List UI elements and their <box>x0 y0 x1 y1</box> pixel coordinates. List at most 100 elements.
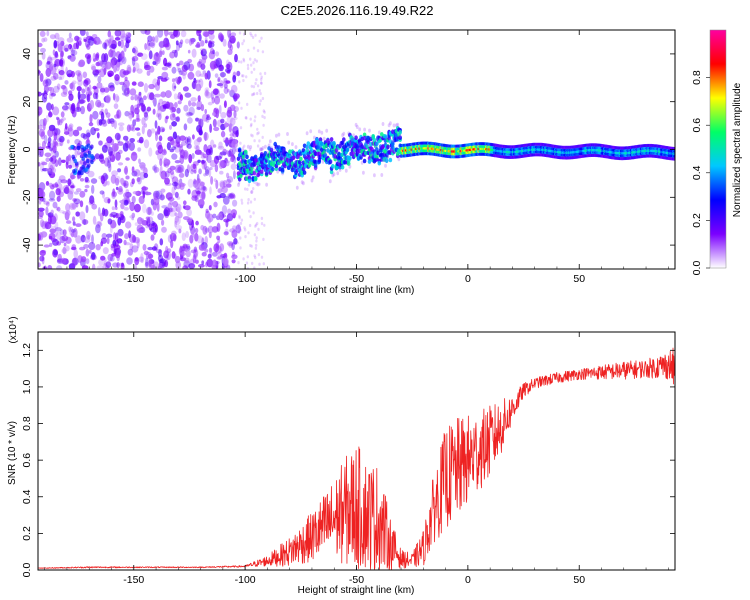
heatmap-cell <box>246 63 250 67</box>
heatmap-cell <box>66 155 72 165</box>
heatmap-cell <box>252 61 255 65</box>
heatmap-cell <box>270 146 273 151</box>
heatmap-cell <box>174 116 180 122</box>
heatmap-cell <box>106 180 110 186</box>
heatmap-cell <box>202 30 210 37</box>
spectrogram-x-label: Height of straight line (km) <box>298 285 415 296</box>
heatmap-cell <box>161 50 165 55</box>
heatmap-cell <box>134 222 139 227</box>
heatmap-cell <box>56 231 62 240</box>
heatmap-cell <box>377 160 382 166</box>
heatmap-cell <box>217 76 221 82</box>
heatmap-cell <box>100 111 105 121</box>
heatmap-cell <box>201 186 208 192</box>
heatmap-cell <box>89 113 93 124</box>
heatmap-cell <box>317 129 321 134</box>
heatmap-cell <box>128 141 135 151</box>
heatmap-cell <box>167 234 173 243</box>
heatmap-cell <box>61 235 69 242</box>
heatmap-cell <box>398 133 402 138</box>
heatmap-cell <box>72 221 76 226</box>
heatmap-cell <box>164 30 169 37</box>
heatmap-cell <box>208 33 215 40</box>
heatmap-cell <box>174 49 178 58</box>
heatmap-cell <box>239 236 242 240</box>
heatmap-cell <box>173 93 178 100</box>
heatmap-cell <box>217 78 221 83</box>
heatmap-cell <box>219 80 224 89</box>
snr-y-tick-label: 1.0 <box>21 379 33 394</box>
heatmap-cell <box>100 175 106 185</box>
heatmap-cell <box>100 255 106 261</box>
heatmap-cell <box>201 251 207 257</box>
heatmap-cell <box>155 54 161 65</box>
heatmap-cell <box>119 30 126 39</box>
heatmap-cell <box>59 135 65 143</box>
heatmap-cell <box>117 122 125 126</box>
heatmap-cell <box>195 83 202 92</box>
heatmap-cell <box>204 227 210 233</box>
heatmap-cell <box>120 50 125 59</box>
heatmap-cell <box>232 116 238 121</box>
spectrogram-x-tick-label: -100 <box>235 273 256 285</box>
heatmap-cell <box>54 51 58 58</box>
heatmap-cell <box>201 57 207 65</box>
heatmap-cell <box>154 120 158 129</box>
heatmap-cell <box>62 106 69 112</box>
heatmap-cell <box>57 37 65 44</box>
heatmap-cell <box>40 47 46 53</box>
heatmap-cell <box>199 152 205 156</box>
heatmap-cell <box>329 137 334 142</box>
heatmap-cell <box>130 104 135 114</box>
heatmap-cell <box>197 95 201 102</box>
heatmap-cell <box>197 61 202 67</box>
heatmap-cell <box>54 221 59 230</box>
heatmap-cell <box>63 242 67 247</box>
heatmap-cell <box>182 243 188 249</box>
heatmap-cell <box>175 40 179 46</box>
heatmap-cell <box>191 195 198 201</box>
heatmap-cell <box>171 176 179 184</box>
heatmap-cell <box>165 38 170 46</box>
heatmap-cell <box>123 87 130 97</box>
heatmap-cell <box>49 66 57 75</box>
heatmap-cell <box>250 84 253 88</box>
heatmap-cell <box>66 139 70 144</box>
heatmap-cell <box>249 31 252 36</box>
heatmap-cell <box>108 49 114 58</box>
heatmap-cell <box>222 257 229 267</box>
heatmap-cell <box>38 142 41 147</box>
heatmap-cell <box>174 212 178 217</box>
heatmap-cell <box>190 38 195 45</box>
heatmap-cell <box>57 43 63 53</box>
heatmap-cell <box>70 49 78 56</box>
heatmap-cell <box>112 92 116 101</box>
heatmap-cell <box>59 138 64 147</box>
heatmap-cell <box>48 182 54 188</box>
heatmap-cell <box>314 167 317 172</box>
heatmap-cell <box>129 88 137 96</box>
heatmap-cell <box>123 79 130 89</box>
heatmap-cell <box>56 241 62 246</box>
heatmap-cell <box>107 118 111 125</box>
heatmap-cell <box>79 200 84 208</box>
heatmap-cell <box>214 164 219 173</box>
heatmap-cell <box>265 182 268 187</box>
heatmap-cell <box>169 124 172 130</box>
heatmap-cell <box>187 117 193 124</box>
heatmap-cell <box>191 189 198 199</box>
heatmap-cell <box>39 73 44 82</box>
heatmap-cell <box>92 92 98 100</box>
heatmap-cell <box>250 133 253 137</box>
heatmap-cell <box>128 230 132 239</box>
heatmap-cell <box>244 116 247 120</box>
heatmap-cell <box>178 60 184 66</box>
heatmap-cell <box>237 181 241 185</box>
heatmap-cell <box>188 263 196 269</box>
heatmap-cell <box>80 234 86 243</box>
heatmap-cell <box>219 243 225 252</box>
heatmap-cell <box>235 224 242 234</box>
heatmap-cell <box>172 200 179 208</box>
heatmap-cell <box>70 185 75 189</box>
heatmap-cell <box>139 171 146 180</box>
